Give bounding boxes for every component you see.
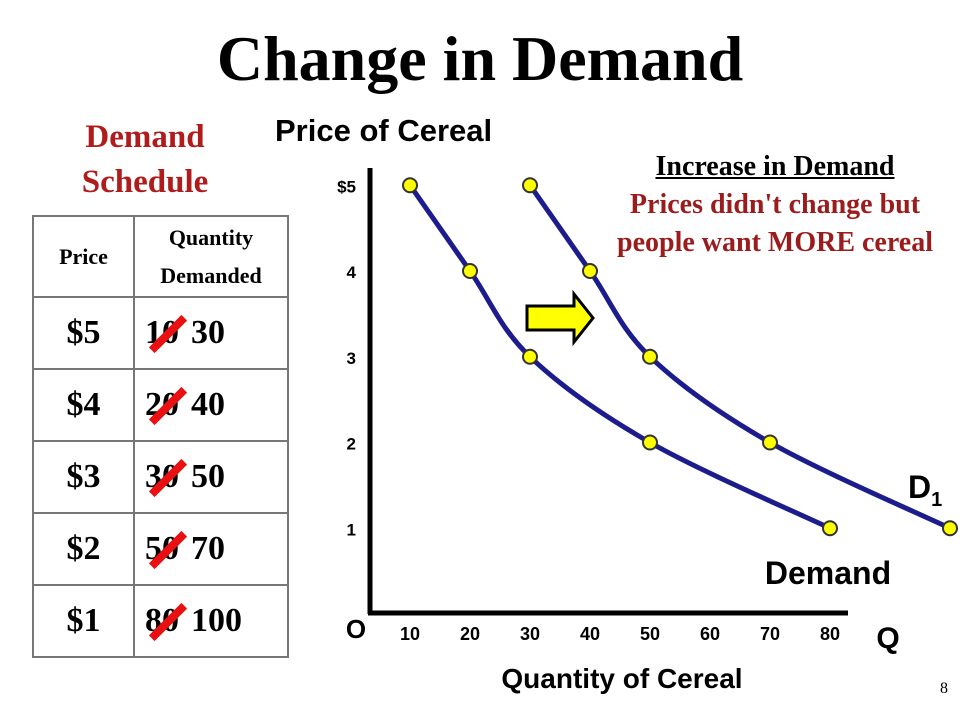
- table-row: $1 80 100: [32, 584, 289, 658]
- annotation-body: Prices didn't change but people want MOR…: [617, 189, 933, 258]
- price-cell: $5: [32, 296, 135, 370]
- new-quantity: 70: [191, 530, 225, 567]
- series-label-demand: Demand: [765, 555, 891, 591]
- x-tick-label: 40: [580, 624, 600, 644]
- y-tick-label: $5: [337, 177, 356, 196]
- table-row: $2 50 70: [32, 512, 289, 586]
- x-tick-label: 80: [820, 624, 840, 644]
- y-tick-label: 1: [347, 520, 356, 539]
- data-point: [642, 348, 658, 365]
- data-point: [522, 348, 538, 365]
- new-quantity: 100: [191, 602, 242, 639]
- schedule-title: Demand Schedule: [81, 119, 209, 200]
- old-quantity-struck: 50: [145, 530, 179, 567]
- new-quantity: 30: [191, 314, 225, 351]
- x-tick-label: 20: [460, 624, 480, 644]
- page-number: 8: [940, 680, 948, 697]
- price-cell: $3: [32, 440, 135, 514]
- annotation: Increase in Demand Prices didn't change …: [590, 148, 960, 262]
- annotation-heading: Increase in Demand: [655, 151, 895, 182]
- old-quantity-struck: 80: [145, 602, 179, 639]
- demand-schedule-table: Price Quantity Demanded $5 10 30 $4 20 40 $3…: [32, 215, 289, 658]
- origin-label: O: [346, 614, 366, 644]
- old-quantity-struck: 30: [145, 458, 179, 495]
- subscript: 1: [931, 489, 942, 511]
- y-tick-label: 3: [347, 349, 356, 368]
- table-row: $4 20 40: [32, 368, 289, 442]
- header-quantity: Quantity Demanded: [133, 215, 289, 298]
- price-cell: $4: [32, 368, 135, 442]
- series-label-d1: D1: [908, 469, 942, 511]
- data-point: [942, 520, 958, 537]
- y-tick-label: 4: [347, 263, 357, 282]
- old-quantity-struck: 10: [145, 314, 179, 351]
- y-axis-label: Price of Cereal: [275, 113, 493, 148]
- slide-title: Change in Demand: [216, 23, 744, 94]
- x-tick-label: 30: [520, 624, 540, 644]
- data-point: [522, 177, 538, 194]
- x-axis-label: Quantity of Cereal: [501, 663, 742, 694]
- data-point: [582, 263, 598, 279]
- x-tick-label: 10: [400, 624, 420, 644]
- x-tick-label: 70: [760, 624, 780, 644]
- shift-right-arrow: [525, 289, 595, 347]
- x-axis-letter: Q: [876, 622, 899, 655]
- data-point: [642, 434, 658, 451]
- old-quantity-struck: 20: [145, 386, 179, 423]
- new-quantity: 40: [191, 386, 225, 423]
- data-point: [822, 520, 838, 537]
- data-point: [462, 263, 478, 279]
- demand-curve-demand: [407, 183, 832, 531]
- x-tick-label: 50: [640, 624, 660, 644]
- header-price: Price: [32, 215, 135, 298]
- data-point: [402, 177, 418, 194]
- table-row: $5 10 30: [32, 296, 289, 370]
- y-tick-label: 2: [347, 435, 356, 454]
- x-tick-label: 60: [700, 624, 720, 644]
- table-row: $3 30 50: [32, 440, 289, 514]
- data-point: [762, 434, 778, 451]
- new-quantity: 50: [191, 458, 225, 495]
- price-cell: $2: [32, 512, 135, 586]
- table-header-row: Price Quantity Demanded: [32, 215, 289, 298]
- demand-curve-d1: [527, 183, 952, 531]
- price-cell: $1: [32, 584, 135, 658]
